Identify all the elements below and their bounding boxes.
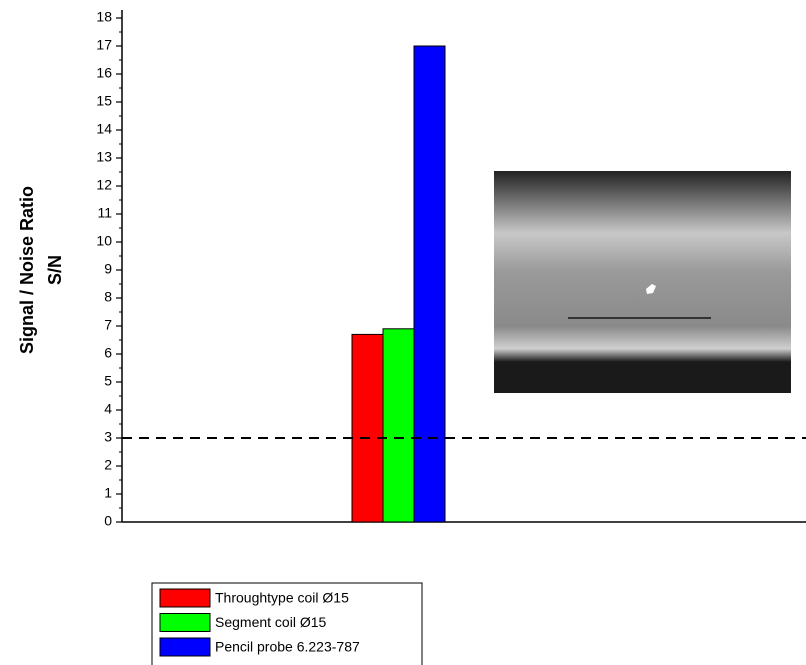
bar	[383, 329, 414, 522]
chart: Throughtype coil Ø15 Segment coil Ø15 Penc…	[0, 0, 806, 665]
y-tick-label: 14	[96, 121, 112, 137]
y-tick-label: 13	[96, 149, 112, 165]
legend-swatch	[160, 638, 210, 656]
y-tick-label: 12	[96, 177, 112, 193]
legend-swatch	[160, 614, 210, 632]
y-tick-label: 15	[96, 93, 112, 109]
y-tick-label: 5	[104, 373, 112, 389]
y-tick-label: 10	[96, 233, 112, 249]
legend-label: Segment coil Ø15	[215, 614, 326, 630]
bar	[352, 334, 383, 522]
y-tick-label: 11	[97, 205, 112, 221]
y-tick-label: 1	[104, 485, 112, 501]
y-tick-label: 4	[104, 401, 112, 417]
legend-label: Pencil probe 6.223-787	[215, 639, 360, 655]
y-axis-label: S/N	[45, 255, 65, 285]
legend-label: Throughtype coil Ø15	[215, 590, 349, 606]
legend-swatch	[160, 589, 210, 607]
inset-photo	[494, 171, 791, 393]
y-tick-label: 17	[96, 37, 112, 53]
bar	[414, 46, 445, 522]
y-axis-label: Signal / Noise Ratio	[17, 186, 37, 354]
legend: Throughtype coil Ø15 Segment coil Ø15 Penc…	[152, 583, 422, 665]
y-tick-label: 3	[104, 429, 112, 445]
y-tick-label: 9	[104, 261, 112, 277]
y-tick-label: 6	[104, 345, 112, 361]
y-tick-label: 8	[104, 289, 112, 305]
y-tick-label: 16	[96, 65, 112, 81]
inset-image	[494, 171, 791, 393]
y-tick-label: 18	[96, 9, 112, 25]
y-tick-label: 2	[104, 457, 112, 473]
y-tick-label: 7	[104, 317, 112, 333]
y-tick-label: 0	[104, 513, 112, 529]
